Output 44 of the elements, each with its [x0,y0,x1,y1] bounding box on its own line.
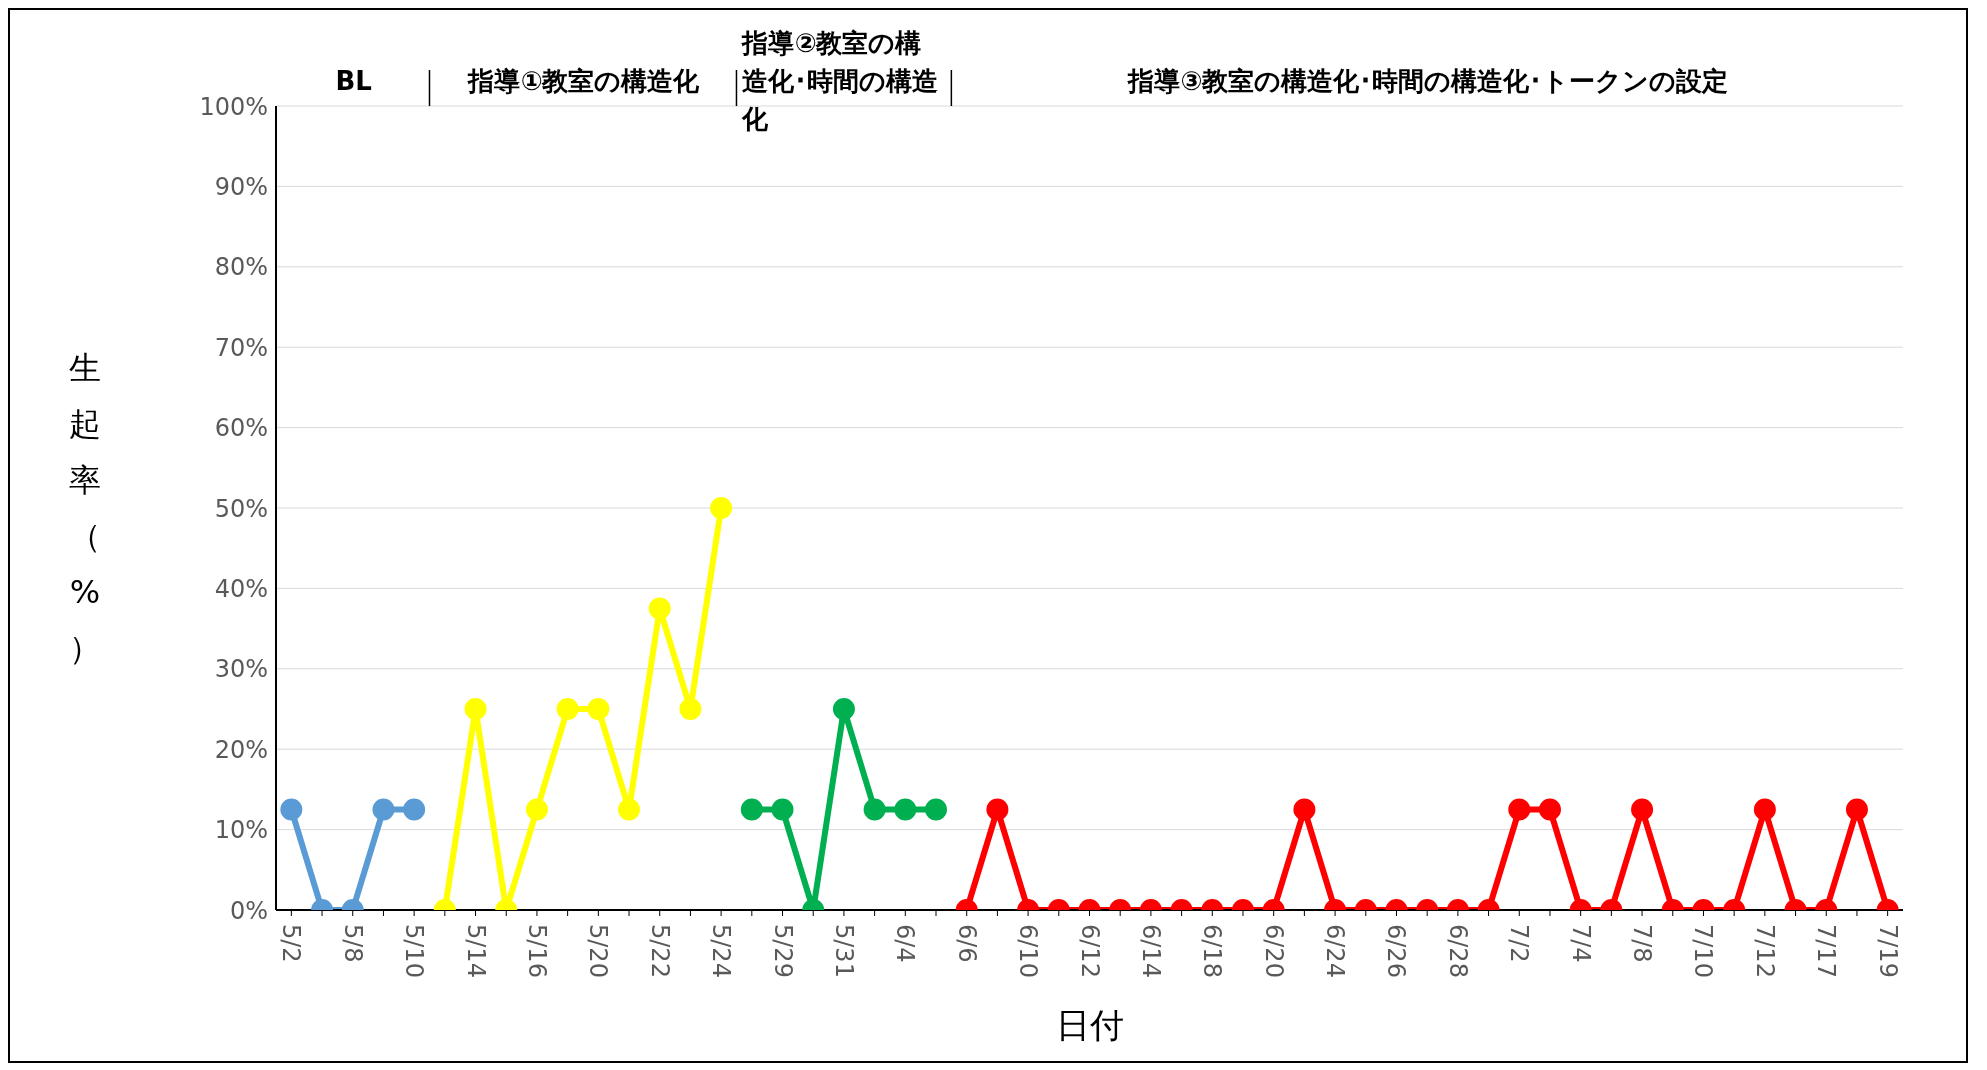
x-tick-label: 6/28 [1443,924,1472,978]
y-tick-label: 60% [214,414,268,443]
x-tick-label: 7/4 [1566,924,1595,963]
x-tick-label: 6/4 [891,924,920,963]
y-axis-title: 生起率（%） [68,348,102,669]
x-tick-label: 5/14 [461,924,490,978]
x-tick-label: 5/31 [829,924,858,978]
y-tick-label: 40% [214,574,268,603]
x-tick-label: 7/8 [1628,924,1657,963]
x-tick-label: 6/24 [1321,924,1350,978]
x-tick-label: 5/10 [400,924,429,978]
x-tick-label: 6/6 [952,924,981,963]
y-tick-label: 90% [214,172,268,201]
y-tick-label: 10% [214,816,268,845]
x-tick-label: 6/26 [1382,924,1411,978]
text: 指導③教室の構造化･時間の構造化･トークンの設定 [1126,65,1730,98]
x-tick-label: 7/12 [1750,924,1779,978]
y-tick-label: 80% [214,253,268,282]
x-tick-label: 7/19 [1873,924,1902,978]
x-tick-label: 6/12 [1075,924,1104,978]
x-tick-label: 5/24 [707,924,736,978]
y-tick-label: 70% [214,333,268,362]
x-tick-label: 6/20 [1259,924,1288,978]
x-axis-title: 日付 [1054,1004,1125,1047]
y-tick-label: 0% [229,896,268,925]
x-tick-label: 5/29 [768,924,797,978]
x-tick-label: 6/18 [1198,924,1227,978]
y-tick-label: 100% [199,92,268,121]
text: BL [334,65,373,98]
y-tick-label: 20% [214,735,268,764]
x-tick-label: 6/10 [1014,924,1043,978]
text: 指導①教室の構造化 [466,65,701,98]
x-tick-label: 7/17 [1812,924,1841,978]
x-tick-label: 5/8 [338,924,367,963]
x-tick-label: 6/14 [1136,924,1165,978]
x-tick-label: 7/2 [1505,924,1534,963]
x-tick-label: 5/22 [645,924,674,978]
annotation: 指導②教室の構造化･時間の構造化 [742,27,940,136]
y-tick-label: 30% [214,655,268,684]
y-tick-label: 50% [214,494,268,523]
x-tick-label: 5/20 [584,924,613,978]
x-tick-label: 5/16 [522,924,551,978]
x-tick-label: 5/2 [277,924,306,963]
x-tick-label: 7/10 [1689,924,1718,978]
